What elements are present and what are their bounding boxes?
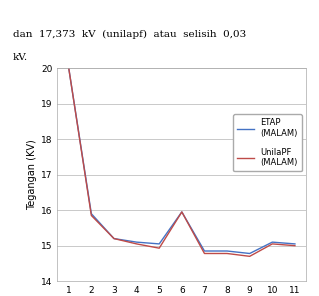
UnilaPF
(MALAM) <box>67 66 70 70</box>
Text: dan  17,373  kV  (unilapf)  atau  selisih  0,03: dan 17,373 kV (unilapf) atau selisih 0,0… <box>13 30 246 39</box>
UnilaPF
(MALAM) <box>225 252 229 255</box>
ETAP
(MALAM) <box>89 212 93 215</box>
ETAP
(MALAM) <box>112 237 116 240</box>
Line: ETAP
(MALAM): ETAP (MALAM) <box>69 68 295 253</box>
ETAP
(MALAM) <box>180 210 184 214</box>
UnilaPF
(MALAM) <box>112 237 116 240</box>
UnilaPF
(MALAM) <box>157 246 161 250</box>
ETAP
(MALAM) <box>67 66 70 70</box>
ETAP
(MALAM) <box>135 240 138 244</box>
ETAP
(MALAM) <box>203 249 206 253</box>
ETAP
(MALAM) <box>271 240 274 244</box>
Legend: ETAP
(MALAM), UnilaPF
(MALAM): ETAP (MALAM), UnilaPF (MALAM) <box>233 114 302 171</box>
ETAP
(MALAM) <box>293 242 297 246</box>
ETAP
(MALAM) <box>225 249 229 253</box>
Line: UnilaPF
(MALAM): UnilaPF (MALAM) <box>69 68 295 256</box>
UnilaPF
(MALAM) <box>89 214 93 217</box>
UnilaPF
(MALAM) <box>203 252 206 255</box>
Y-axis label: Tegangan (KV): Tegangan (KV) <box>27 139 37 210</box>
UnilaPF
(MALAM) <box>180 210 184 214</box>
UnilaPF
(MALAM) <box>135 242 138 246</box>
ETAP
(MALAM) <box>157 242 161 246</box>
UnilaPF
(MALAM) <box>271 242 274 246</box>
ETAP
(MALAM) <box>248 252 252 255</box>
UnilaPF
(MALAM) <box>293 244 297 247</box>
UnilaPF
(MALAM) <box>248 255 252 258</box>
Text: kV.: kV. <box>13 53 28 62</box>
